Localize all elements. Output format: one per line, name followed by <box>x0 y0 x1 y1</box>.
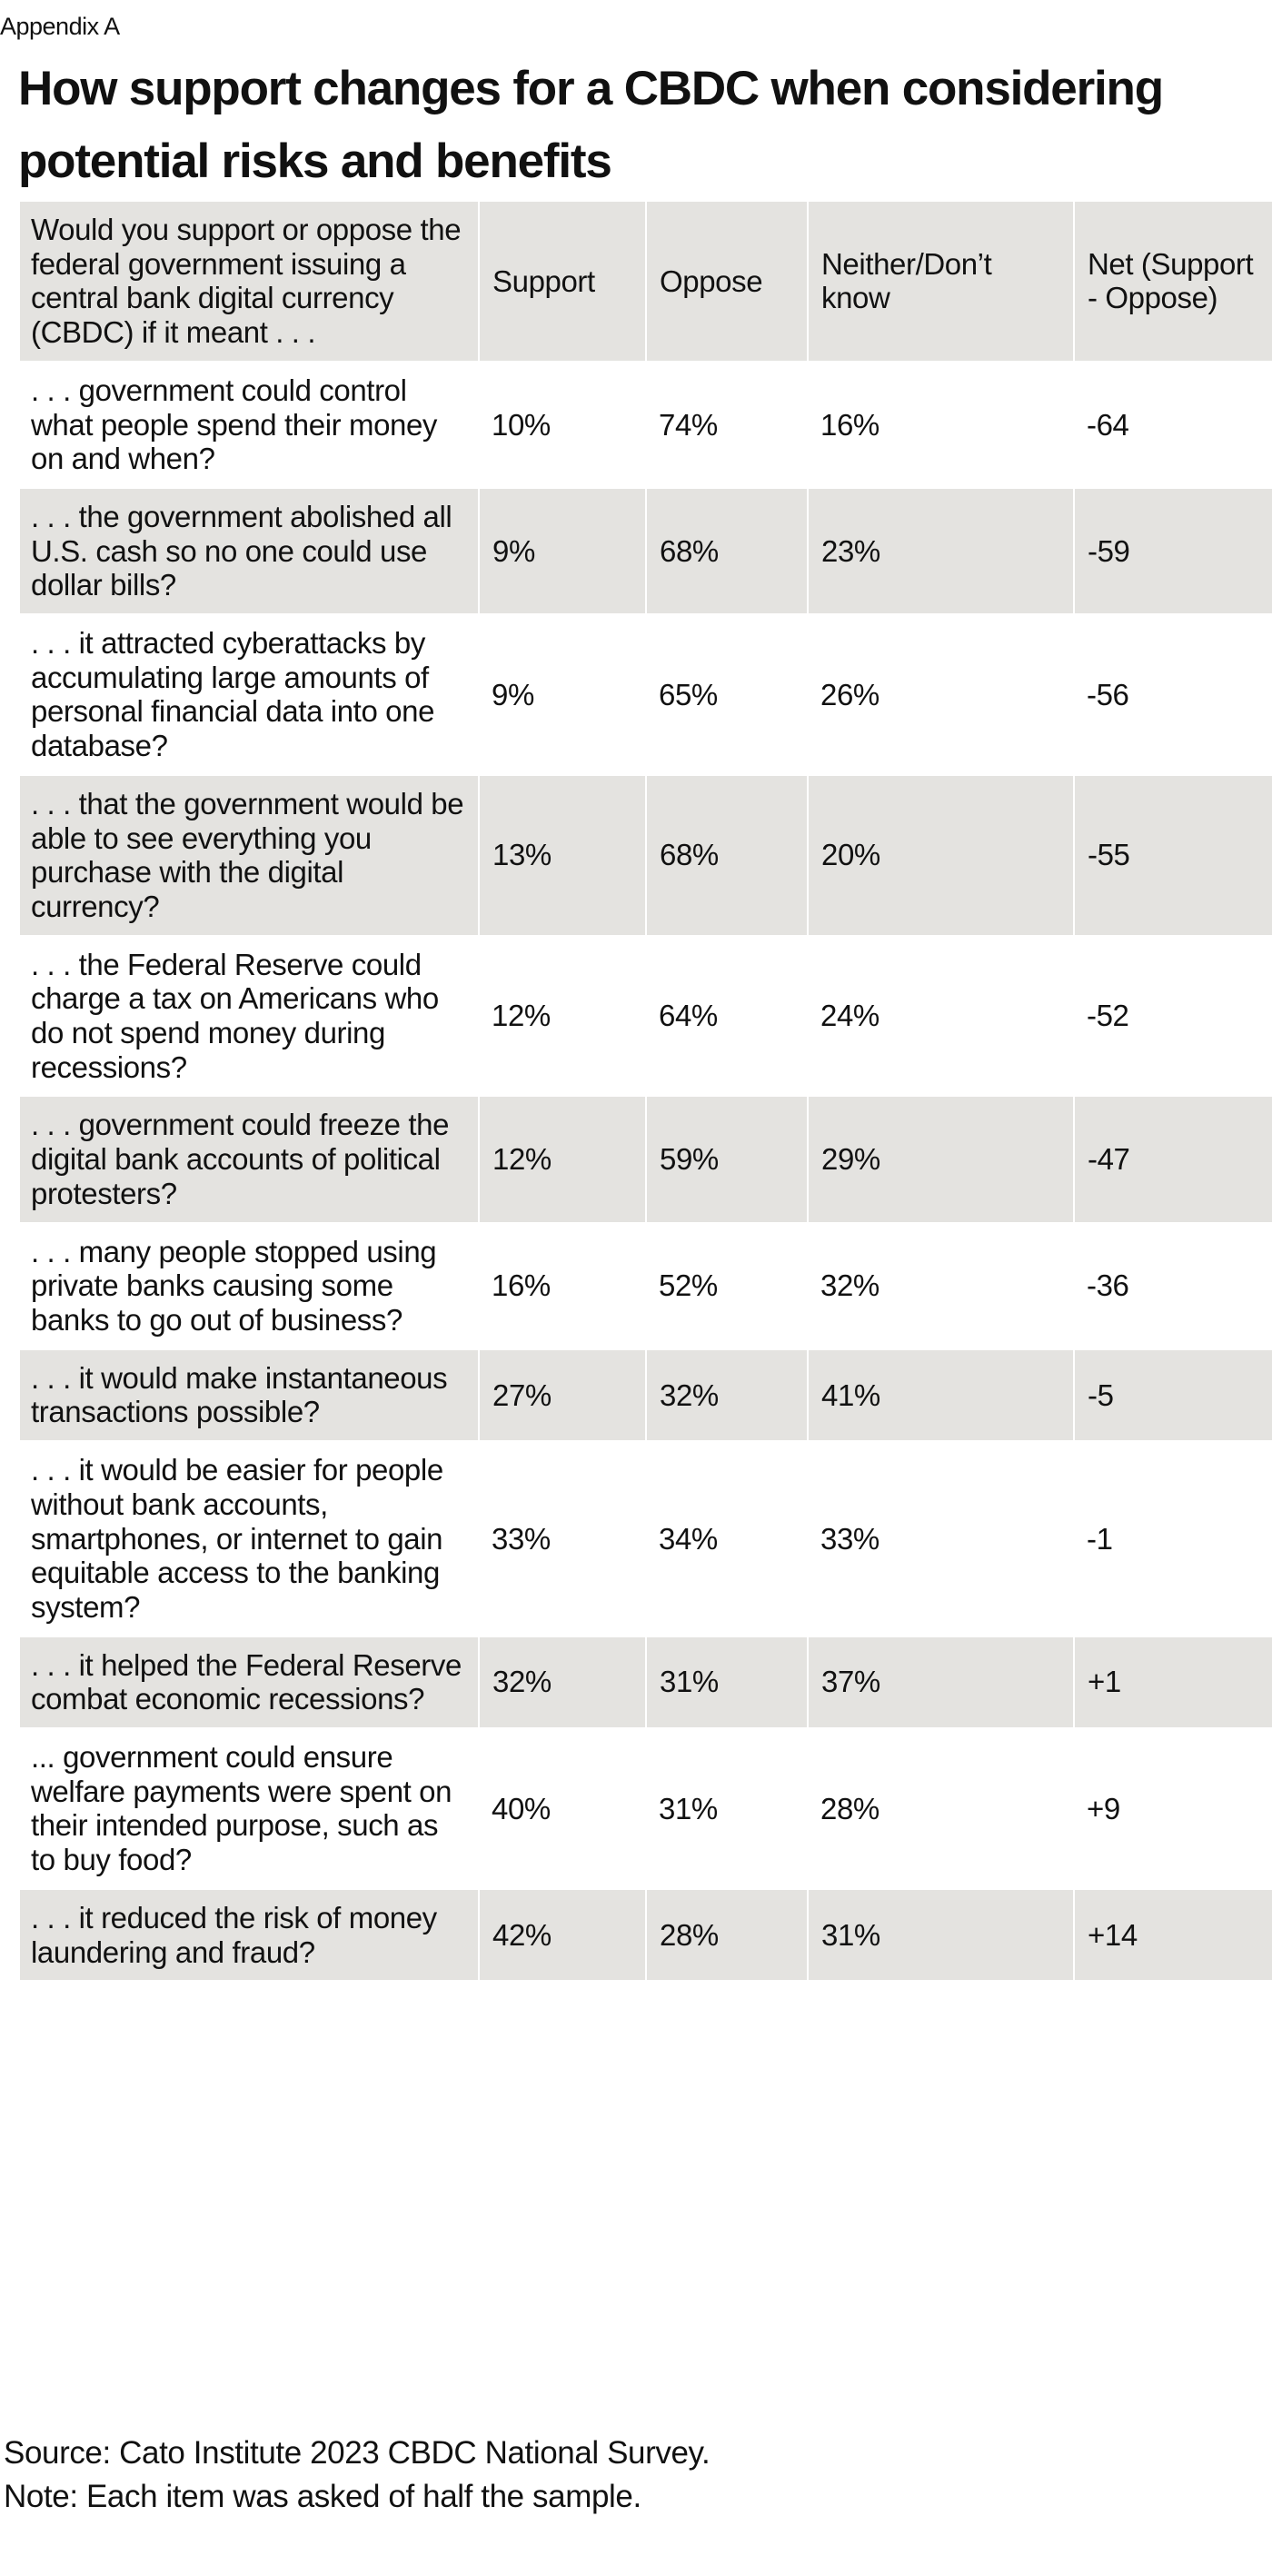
cell-support: 12% <box>492 999 551 1033</box>
cell-support: 27% <box>478 1348 646 1442</box>
source-note: Source: Cato Institute 2023 CBDC Nationa… <box>4 2435 711 2471</box>
table-header-row: Would you support or oppose the federal … <box>20 202 1272 362</box>
cell-oppose: 34% <box>659 1521 718 1556</box>
cell-neither: 29% <box>807 1096 1074 1223</box>
footnote: Note: Each item was asked of half the sa… <box>4 2479 641 2514</box>
table-row: . . . the government abolished all U.S. … <box>20 487 1272 615</box>
cell-question: . . . it helped the Federal Reserve comb… <box>20 1636 479 1729</box>
cell-question: . . . many people stopped using private … <box>31 1234 437 1337</box>
survey-table: Would you support or oppose the federal … <box>20 202 1272 1982</box>
cell-net: -1 <box>1087 1521 1113 1556</box>
header-net: Net (Support - Oppose) <box>1073 202 1272 362</box>
cell-net: +14 <box>1073 1888 1272 1982</box>
cell-net: -36 <box>1087 1268 1129 1303</box>
cell-oppose: 65% <box>659 677 718 711</box>
cell-question: ... government could ensure welfare paym… <box>31 1740 452 1877</box>
cell-question: . . . that the government would be able … <box>20 774 479 936</box>
cell-question: . . . government could control what peop… <box>31 373 438 476</box>
cell-question: . . . the government abolished all U.S. … <box>20 487 479 615</box>
table-row: . . . it would be easier for people with… <box>20 1441 1272 1636</box>
appendix-label: Appendix A <box>0 13 120 40</box>
table-row: . . . it would make instantaneous transa… <box>20 1348 1272 1442</box>
cell-oppose: 32% <box>645 1348 808 1442</box>
cell-oppose: 68% <box>645 487 808 615</box>
cell-question: . . . it would be easier for people with… <box>31 1453 443 1624</box>
cell-neither: 41% <box>807 1348 1074 1442</box>
cell-neither: 26% <box>820 677 879 711</box>
cell-support: 10% <box>492 407 551 442</box>
cell-support: 9% <box>492 677 534 711</box>
cell-support: 13% <box>478 774 646 936</box>
header-neither: Neither/Don’t know <box>807 202 1074 362</box>
cell-support: 9% <box>478 487 646 615</box>
header-question: Would you support or oppose the federal … <box>20 202 479 362</box>
header-oppose: Oppose <box>645 202 808 362</box>
cell-support: 16% <box>492 1268 551 1303</box>
cell-neither: 20% <box>807 774 1074 936</box>
cell-question: . . . it reduced the risk of money laund… <box>20 1888 479 1982</box>
table-row: . . . that the government would be able … <box>20 774 1272 936</box>
cell-neither: 33% <box>820 1521 879 1556</box>
cell-question: . . . it attracted cyberattacks by accum… <box>31 626 435 763</box>
cell-support: 33% <box>492 1521 551 1556</box>
cell-net: -59 <box>1073 487 1272 615</box>
page-title: How support changes for a CBDC when cons… <box>18 62 1164 188</box>
cell-oppose: 31% <box>659 1791 718 1825</box>
cell-oppose: 28% <box>645 1888 808 1982</box>
table-row: . . . it helped the Federal Reserve comb… <box>20 1636 1272 1729</box>
cell-support: 12% <box>478 1096 646 1223</box>
cell-neither: 28% <box>820 1791 879 1825</box>
cell-question: . . . it would make instantaneous transa… <box>20 1348 479 1442</box>
cell-net: -56 <box>1087 677 1129 711</box>
cell-net: +1 <box>1073 1636 1272 1729</box>
cell-oppose: 52% <box>659 1268 718 1303</box>
table-row: . . . the Federal Reserve could charge a… <box>20 936 1272 1097</box>
cell-net: -55 <box>1073 774 1272 936</box>
cell-neither: 32% <box>820 1268 879 1303</box>
cell-net: -47 <box>1073 1096 1272 1223</box>
cell-support: 40% <box>492 1791 551 1825</box>
cell-question: . . . the Federal Reserve could charge a… <box>31 947 439 1084</box>
table-row: . . . it attracted cyberattacks by accum… <box>20 614 1272 775</box>
cell-neither: 24% <box>820 999 879 1033</box>
cell-oppose: 68% <box>645 774 808 936</box>
cell-net: +9 <box>1087 1791 1120 1825</box>
cell-neither: 16% <box>820 407 879 442</box>
table-row: . . . it reduced the risk of money laund… <box>20 1888 1272 1982</box>
cell-support: 32% <box>478 1636 646 1729</box>
table-row: . . . government could control what peop… <box>20 362 1272 488</box>
table-row: . . . many people stopped using private … <box>20 1223 1272 1349</box>
cell-neither: 31% <box>807 1888 1074 1982</box>
table-row: ... government could ensure welfare paym… <box>20 1728 1272 1889</box>
cell-neither: 37% <box>807 1636 1074 1729</box>
cell-oppose: 74% <box>659 407 718 442</box>
cell-net: -5 <box>1073 1348 1272 1442</box>
cell-oppose: 31% <box>645 1636 808 1729</box>
table-row: . . . government could freeze the digita… <box>20 1096 1272 1223</box>
cell-question: . . . government could freeze the digita… <box>20 1096 479 1223</box>
cell-net: -52 <box>1087 999 1129 1033</box>
cell-net: -64 <box>1087 407 1129 442</box>
cell-neither: 23% <box>807 487 1074 615</box>
header-support: Support <box>478 202 646 362</box>
cell-oppose: 64% <box>659 999 718 1033</box>
cell-support: 42% <box>478 1888 646 1982</box>
cell-oppose: 59% <box>645 1096 808 1223</box>
